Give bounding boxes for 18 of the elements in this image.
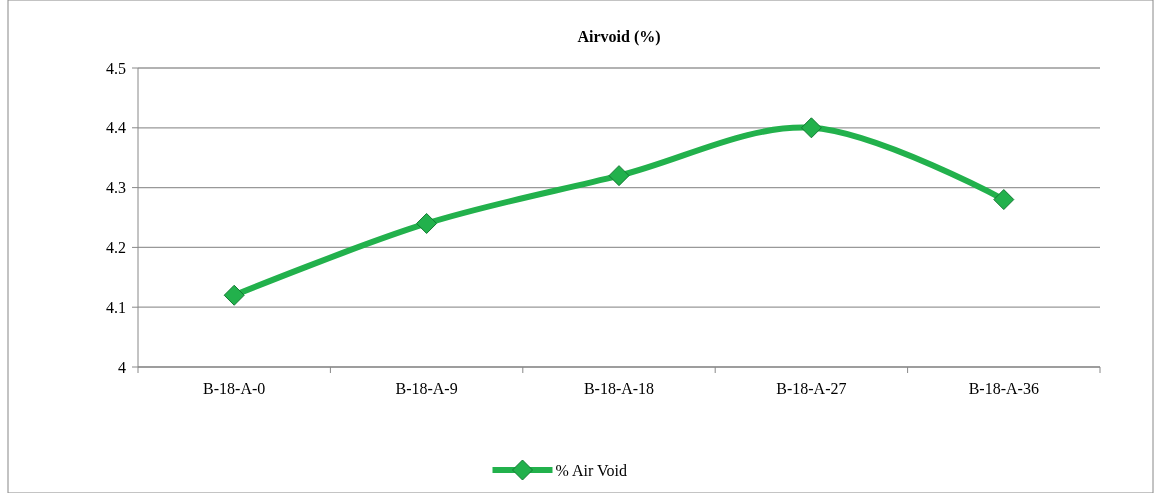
point: [608, 165, 630, 187]
x-tick-label: B-18-A-9: [395, 380, 458, 397]
y-tick-label: 4.4: [106, 119, 126, 137]
y-tick-label: 4.3: [106, 179, 126, 197]
y-tick-label: 4.2: [106, 239, 126, 256]
x-tick-label: B-18-A-27: [776, 380, 847, 397]
x-tick-label: B-18-A-0: [203, 380, 266, 397]
x-tick-label: B-18-A-18: [583, 380, 655, 397]
y-tick-label: 4.5: [106, 59, 126, 77]
chart-title: Airvoid (%): [577, 28, 661, 46]
legend-label: % Air Void: [555, 461, 627, 479]
point: [993, 189, 1015, 211]
point: [800, 117, 822, 139]
y-tick-label: 4.1: [106, 298, 126, 316]
point: [223, 284, 245, 306]
y-tick-label: 4: [118, 358, 126, 376]
x-tick-label: B-18-A-36: [968, 380, 1039, 397]
point: [416, 212, 438, 234]
